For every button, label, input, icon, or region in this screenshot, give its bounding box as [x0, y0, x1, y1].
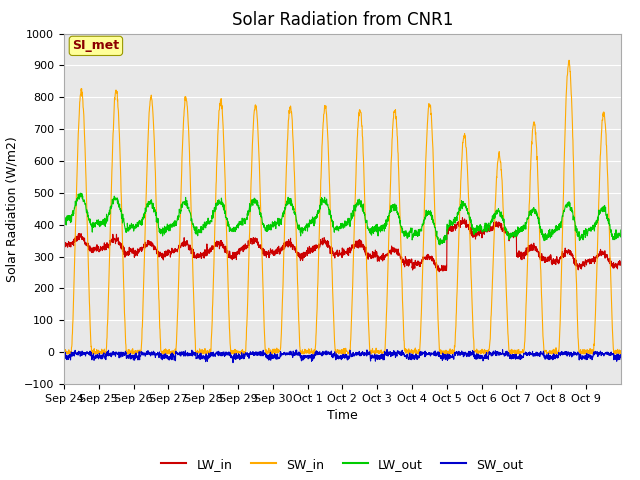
- LW_out: [436, 242, 444, 248]
- SW_in: [376, 349, 384, 355]
- LW_in: [609, 265, 617, 271]
- LW_in: [542, 256, 550, 262]
- SW_in: [116, 145, 124, 151]
- SW_out: [542, 354, 550, 360]
- Title: Solar Radiation from CNR1: Solar Radiation from CNR1: [232, 11, 453, 29]
- LW_in: [459, 215, 467, 221]
- SW_out: [60, 355, 68, 361]
- SW_out: [617, 352, 625, 358]
- Line: SW_in: SW_in: [64, 60, 621, 354]
- LW_out: [542, 233, 550, 239]
- LW_in: [116, 241, 124, 247]
- Line: LW_in: LW_in: [64, 218, 621, 272]
- SW_out: [236, 356, 244, 361]
- SW_in: [60, 348, 68, 354]
- LW_out: [60, 217, 68, 223]
- LW_out: [116, 206, 124, 212]
- LW_in: [376, 255, 383, 261]
- LW_out: [609, 234, 617, 240]
- LW_out: [511, 230, 518, 236]
- SW_in: [510, 348, 518, 354]
- SW_in: [609, 346, 617, 351]
- LW_in: [435, 269, 443, 275]
- SW_in: [617, 349, 625, 355]
- Text: SI_met: SI_met: [72, 39, 120, 52]
- LW_in: [511, 231, 518, 237]
- LW_out: [236, 221, 244, 227]
- Legend: LW_in, SW_in, LW_out, SW_out: LW_in, SW_in, LW_out, SW_out: [156, 453, 529, 476]
- SW_in: [542, 348, 550, 353]
- SW_out: [609, 351, 617, 357]
- LW_in: [236, 248, 244, 253]
- X-axis label: Time: Time: [327, 409, 358, 422]
- LW_out: [376, 228, 384, 233]
- LW_in: [60, 240, 68, 246]
- SW_out: [511, 355, 518, 361]
- SW_out: [376, 356, 384, 362]
- SW_in: [236, 350, 244, 356]
- SW_in: [565, 58, 573, 63]
- Line: LW_out: LW_out: [64, 193, 621, 245]
- SW_out: [116, 351, 124, 357]
- Y-axis label: Solar Radiation (W/m2): Solar Radiation (W/m2): [5, 136, 19, 282]
- LW_in: [617, 259, 625, 265]
- LW_out: [77, 190, 84, 196]
- SW_out: [229, 360, 237, 366]
- SW_out: [383, 347, 391, 352]
- Line: SW_out: SW_out: [64, 349, 621, 363]
- LW_out: [617, 227, 625, 233]
- SW_in: [63, 351, 71, 357]
